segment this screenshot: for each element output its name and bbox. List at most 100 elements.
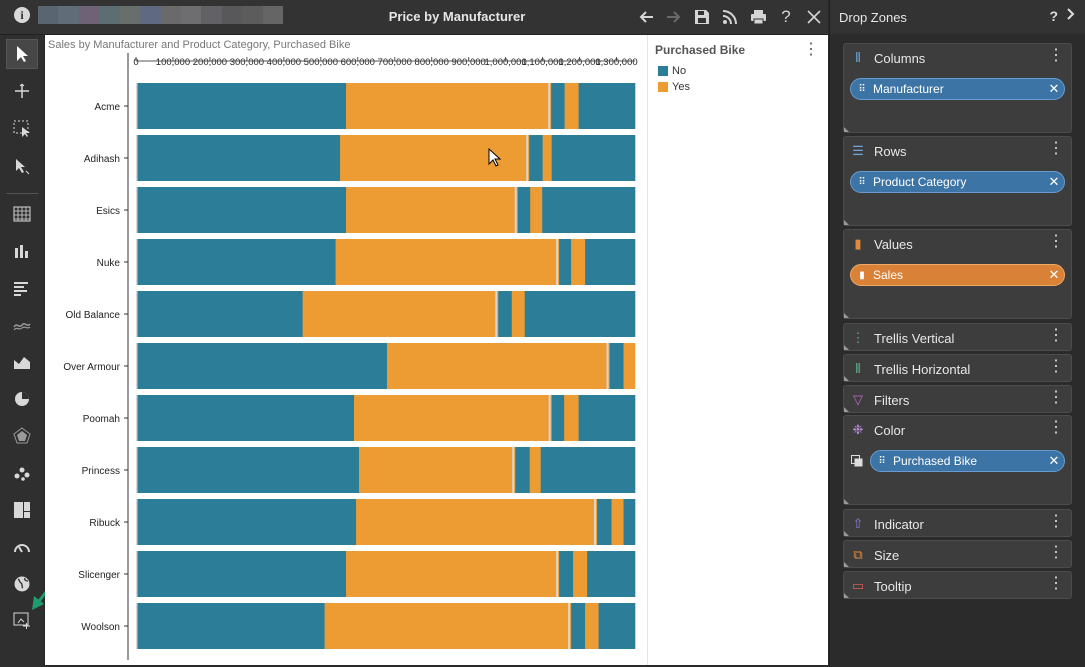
remove-field-icon[interactable]: ✕: [1048, 267, 1060, 282]
drop-zone-color[interactable]: ❉ Color ⋮ ⠿ Purchased Bike ✕: [843, 415, 1072, 505]
bar-segment[interactable]: [335, 239, 557, 285]
bar-segment[interactable]: [559, 239, 572, 285]
bar-segment[interactable]: [516, 187, 519, 233]
drop-zone-size[interactable]: ⧉ Size ⋮: [843, 540, 1072, 568]
kebab-menu-icon[interactable]: ⋮: [1048, 327, 1064, 344]
print-icon[interactable]: [744, 0, 772, 34]
drag-handle-icon[interactable]: ⠿: [858, 176, 866, 188]
bar-segment[interactable]: [356, 499, 595, 545]
bar-chart-icon[interactable]: [6, 273, 38, 303]
bar-segment[interactable]: [594, 499, 597, 545]
bar-segment[interactable]: [514, 447, 516, 493]
kebab-menu-icon[interactable]: ⋮: [1048, 513, 1064, 530]
bar-segment[interactable]: [548, 83, 551, 129]
bar-segment[interactable]: [511, 291, 526, 337]
marquee-select-icon[interactable]: [6, 114, 38, 144]
kebab-menu-icon[interactable]: ⋮: [1048, 389, 1064, 406]
bar-segment[interactable]: [609, 343, 624, 389]
bar-segment[interactable]: [606, 343, 609, 389]
line-chart-icon[interactable]: [6, 310, 38, 340]
kebab-menu-icon[interactable]: ⋮: [1048, 419, 1064, 436]
bar-segment[interactable]: [550, 395, 552, 441]
rss-icon[interactable]: [716, 0, 744, 34]
bar-segment[interactable]: [137, 291, 303, 337]
kebab-menu-icon[interactable]: ⋮: [1048, 47, 1064, 64]
scatter-chart-icon[interactable]: [6, 458, 38, 488]
bar-segment[interactable]: [137, 135, 341, 181]
bar-segment[interactable]: [136, 135, 138, 181]
drop-zone-trellis-vertical[interactable]: ⋮ Trellis Vertical ⋮: [843, 323, 1072, 351]
gauge-icon[interactable]: [6, 532, 38, 562]
bar-segment[interactable]: [573, 551, 588, 597]
bar-segment[interactable]: [587, 551, 636, 597]
drag-handle-icon[interactable]: ▮: [859, 269, 865, 281]
bar-segment[interactable]: [597, 499, 612, 545]
bar-segment[interactable]: [514, 187, 518, 233]
legend-item-no[interactable]: No: [658, 65, 686, 77]
bar-segment[interactable]: [136, 551, 138, 597]
bar-segment[interactable]: [354, 395, 549, 441]
kebab-menu-icon[interactable]: ⋮: [1048, 575, 1064, 592]
field-pill-columns[interactable]: ⠿ Manufacturer ✕: [850, 78, 1065, 100]
chart-canvas[interactable]: Sales by Manufacturer and Product Catego…: [45, 35, 828, 665]
pan-icon[interactable]: [6, 76, 38, 106]
bar-segment[interactable]: [550, 83, 552, 129]
bar-segment[interactable]: [136, 343, 138, 389]
legend-item-yes[interactable]: Yes: [658, 81, 690, 93]
bar-segment[interactable]: [528, 135, 530, 181]
kebab-menu-icon[interactable]: ⋮: [1048, 544, 1064, 561]
bar-segment[interactable]: [571, 603, 586, 649]
column-chart-icon[interactable]: [6, 236, 38, 266]
chevron-right-icon[interactable]: [1066, 7, 1076, 25]
bar-segment[interactable]: [517, 187, 531, 233]
map-icon[interactable]: [6, 569, 38, 599]
forward-arrow-icon[interactable]: [660, 0, 688, 34]
bar-segment[interactable]: [551, 135, 636, 181]
pie-chart-icon[interactable]: [6, 384, 38, 414]
bar-segment[interactable]: [558, 551, 560, 597]
remove-field-icon[interactable]: ✕: [1048, 81, 1060, 96]
bar-segment[interactable]: [346, 551, 557, 597]
bar-segment[interactable]: [137, 447, 360, 493]
bar-segment[interactable]: [137, 187, 347, 233]
bar-segment[interactable]: [136, 83, 138, 129]
bar-segment[interactable]: [623, 499, 636, 545]
bar-segment[interactable]: [608, 343, 610, 389]
drop-zone-filters[interactable]: ▽ Filters ⋮: [843, 385, 1072, 413]
bar-segment[interactable]: [137, 499, 357, 545]
bar-segment[interactable]: [623, 343, 636, 389]
bar-segment[interactable]: [585, 603, 599, 649]
bar-segment[interactable]: [136, 499, 138, 545]
bar-segment[interactable]: [136, 187, 138, 233]
bar-segment[interactable]: [551, 83, 565, 129]
bar-segment[interactable]: [542, 135, 552, 181]
bar-segment[interactable]: [136, 603, 138, 649]
bar-segment[interactable]: [570, 603, 572, 649]
pivot-table-icon[interactable]: [6, 199, 38, 229]
area-chart-icon[interactable]: [6, 347, 38, 377]
bar-segment[interactable]: [596, 499, 598, 545]
bar-segment[interactable]: [498, 291, 513, 337]
bar-segment[interactable]: [556, 239, 559, 285]
bar-segment[interactable]: [578, 83, 636, 129]
bar-segment[interactable]: [564, 83, 579, 129]
color-swatch-icon[interactable]: [851, 454, 863, 467]
bar-segment[interactable]: [359, 447, 513, 493]
select-cursor-icon[interactable]: [6, 151, 38, 181]
drag-handle-icon[interactable]: ⠿: [858, 83, 866, 95]
save-icon[interactable]: [688, 0, 716, 34]
bar-segment[interactable]: [598, 603, 636, 649]
bar-segment[interactable]: [136, 395, 138, 441]
remove-field-icon[interactable]: ✕: [1048, 174, 1060, 189]
bar-segment[interactable]: [137, 551, 347, 597]
legend-menu-icon[interactable]: ⋮: [803, 41, 819, 58]
bar-segment[interactable]: [497, 291, 499, 337]
field-pill-color[interactable]: ⠿ Purchased Bike ✕: [870, 450, 1065, 472]
drop-zone-columns[interactable]: ⦀ Columns ⋮ ⠿ Manufacturer ✕: [843, 43, 1072, 133]
bar-segment[interactable]: [559, 551, 574, 597]
bar-segment[interactable]: [324, 603, 569, 649]
bar-segment[interactable]: [515, 447, 531, 493]
radar-chart-icon[interactable]: [6, 421, 38, 451]
drag-handle-icon[interactable]: ⠿: [878, 455, 886, 467]
bar-segment[interactable]: [386, 343, 607, 389]
